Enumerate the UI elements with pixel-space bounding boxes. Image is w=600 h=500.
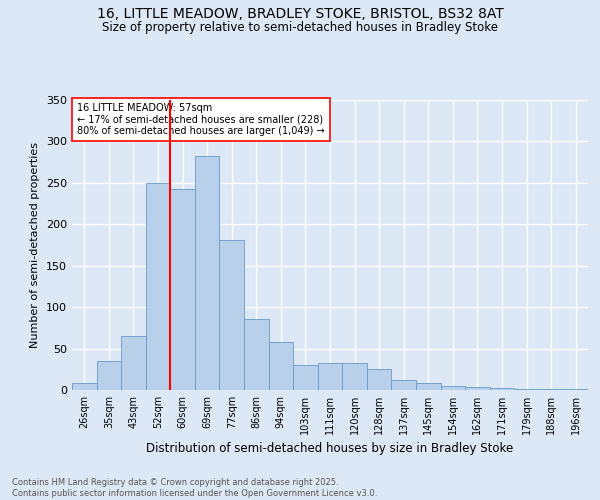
Bar	[195, 156, 220, 390]
Bar	[97, 361, 121, 390]
Text: Contains HM Land Registry data © Crown copyright and database right 2025.
Contai: Contains HM Land Registry data © Crown c…	[12, 478, 377, 498]
Bar	[170, 188, 195, 390]
Bar	[244, 318, 269, 390]
Bar	[220, 240, 244, 390]
Bar	[440, 386, 465, 390]
Bar	[269, 342, 293, 390]
Bar	[293, 365, 318, 390]
Bar	[121, 336, 146, 390]
Bar	[465, 386, 490, 390]
X-axis label: Distribution of semi-detached houses by size in Bradley Stoke: Distribution of semi-detached houses by …	[146, 442, 514, 456]
Bar	[416, 384, 440, 390]
Bar	[490, 388, 514, 390]
Bar	[514, 389, 539, 390]
Bar	[72, 384, 97, 390]
Bar	[367, 370, 391, 390]
Bar	[563, 389, 588, 390]
Bar	[146, 183, 170, 390]
Bar	[342, 362, 367, 390]
Text: 16, LITTLE MEADOW, BRADLEY STOKE, BRISTOL, BS32 8AT: 16, LITTLE MEADOW, BRADLEY STOKE, BRISTO…	[97, 8, 503, 22]
Bar	[318, 362, 342, 390]
Bar	[539, 389, 563, 390]
Y-axis label: Number of semi-detached properties: Number of semi-detached properties	[31, 142, 40, 348]
Bar	[391, 380, 416, 390]
Text: Size of property relative to semi-detached houses in Bradley Stoke: Size of property relative to semi-detach…	[102, 21, 498, 34]
Text: 16 LITTLE MEADOW: 57sqm
← 17% of semi-detached houses are smaller (228)
80% of s: 16 LITTLE MEADOW: 57sqm ← 17% of semi-de…	[77, 103, 325, 136]
